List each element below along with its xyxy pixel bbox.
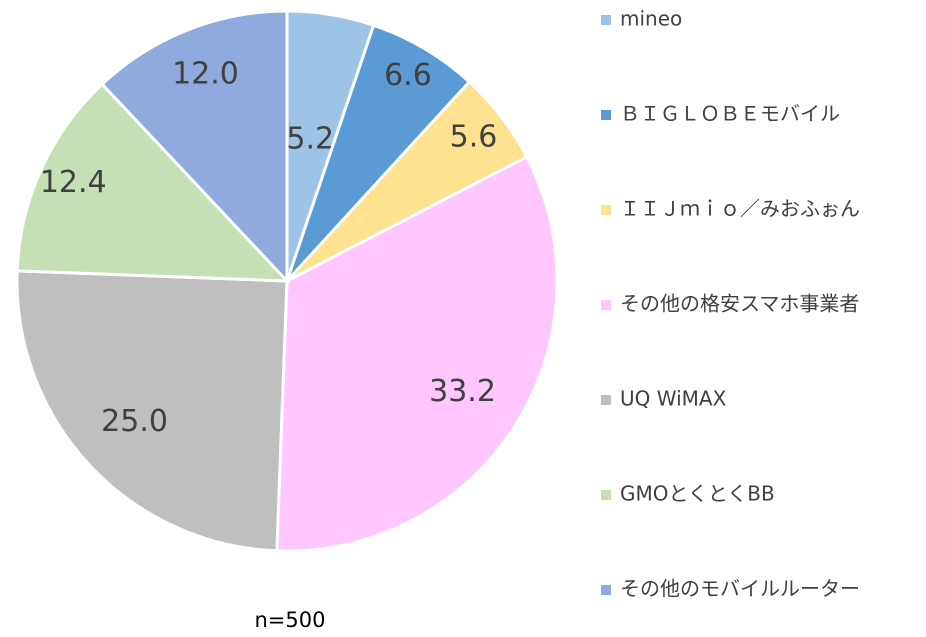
legend-label: ＩＩＪｍｉｏ／みおふぉん	[620, 197, 860, 221]
legend-label: その他の格安スマホ事業者	[620, 292, 859, 316]
legend-swatch	[601, 300, 611, 310]
legend-swatch	[601, 205, 611, 215]
legend-label: GMOとくとくBB	[620, 482, 775, 506]
data-label: 12.4	[40, 165, 107, 200]
legend-swatch	[601, 585, 611, 595]
pie-slice	[15, 269, 289, 553]
sample-size: n=500	[255, 608, 326, 632]
legend-swatch	[601, 395, 611, 405]
legend-swatch	[601, 15, 611, 25]
pie-slice	[15, 82, 291, 283]
data-label: 25.0	[101, 404, 168, 439]
data-label: 12.0	[172, 57, 239, 92]
legend-swatch	[601, 110, 611, 120]
legend-label: UQ WiMAX	[620, 387, 727, 411]
pie-slice	[100, 9, 289, 285]
data-label: 6.6	[384, 58, 432, 93]
data-label: 33.2	[429, 374, 496, 409]
pie-slice	[275, 154, 559, 553]
data-label: 5.6	[450, 120, 498, 155]
legend-label: その他のモバイルルーター	[620, 577, 860, 601]
pie-slice	[285, 23, 472, 283]
legend-swatch	[601, 490, 611, 500]
legend-label: mineo	[620, 7, 682, 31]
data-label: 5.2	[286, 121, 334, 156]
legend-label: ＢＩＧＬＯＢＥモバイル	[620, 102, 840, 126]
